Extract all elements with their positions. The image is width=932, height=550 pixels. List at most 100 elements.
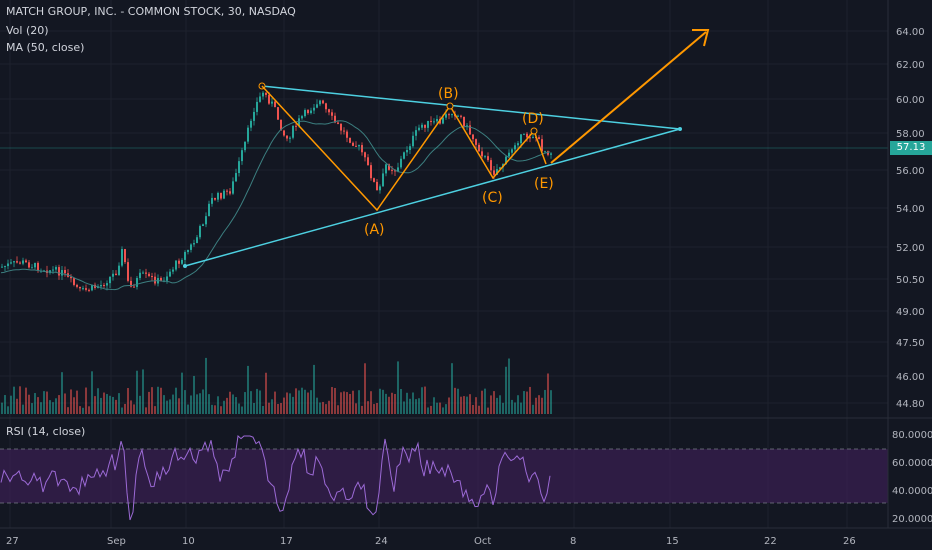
volume-bar bbox=[166, 400, 168, 414]
volume-bar bbox=[199, 393, 201, 414]
candle-body bbox=[85, 288, 87, 290]
candle-body bbox=[466, 125, 468, 127]
rsi-band bbox=[0, 449, 888, 503]
rsi-legend[interactable]: RSI (14, close) bbox=[6, 425, 86, 438]
candle-body bbox=[286, 135, 288, 139]
volume-bar bbox=[442, 407, 444, 414]
candle-body bbox=[190, 244, 192, 250]
volume-bar bbox=[7, 406, 9, 414]
candle-body bbox=[181, 259, 183, 264]
time-tick-label: 24 bbox=[375, 536, 388, 547]
volume-bar bbox=[100, 397, 102, 414]
volume-bar bbox=[136, 370, 138, 414]
rsi-axis[interactable]: 80.0000 60.0000 40.0000 20.0000 bbox=[892, 430, 932, 525]
ma-legend[interactable]: MA (50, close) bbox=[6, 41, 85, 54]
volume-bar bbox=[346, 392, 348, 414]
volume-bar bbox=[82, 407, 84, 414]
candle-body bbox=[295, 125, 297, 127]
triangle-upper-line[interactable] bbox=[261, 85, 681, 130]
trend-handle[interactable] bbox=[183, 264, 187, 268]
wave-point-d[interactable] bbox=[530, 127, 538, 135]
candle-body bbox=[232, 181, 234, 194]
volume-bar bbox=[298, 390, 300, 414]
volume-bar bbox=[463, 396, 465, 414]
candle-body bbox=[361, 145, 363, 153]
volume-bar bbox=[115, 399, 117, 414]
candle-body bbox=[418, 127, 420, 131]
volume-bar bbox=[361, 405, 363, 414]
candle-body bbox=[172, 269, 174, 272]
trend-handle[interactable] bbox=[678, 127, 682, 131]
volume-bar bbox=[190, 395, 192, 414]
volume-bar bbox=[202, 389, 204, 414]
candle-body bbox=[100, 284, 102, 287]
volume-bar bbox=[487, 407, 489, 414]
candle-body bbox=[289, 137, 291, 139]
volume-bar bbox=[493, 391, 495, 414]
candle-body bbox=[175, 260, 177, 270]
candle-body bbox=[280, 119, 282, 131]
volume-bar bbox=[550, 390, 552, 414]
candle-body bbox=[301, 116, 303, 119]
volume-bar bbox=[139, 395, 141, 414]
wave-point-b[interactable] bbox=[446, 102, 454, 110]
candle-body bbox=[283, 130, 285, 136]
price-tick-label: 62.00 bbox=[896, 60, 925, 71]
wave-zigzag[interactable] bbox=[261, 85, 547, 212]
candle-body bbox=[199, 226, 201, 238]
volume-bar bbox=[178, 398, 180, 414]
volume-bar bbox=[511, 399, 513, 414]
triangle-lower-line[interactable] bbox=[184, 128, 681, 267]
candle-body bbox=[541, 139, 543, 152]
volume-bar bbox=[343, 391, 345, 414]
volume-bar bbox=[394, 393, 396, 414]
volume-bar bbox=[103, 392, 105, 414]
wave-label-c: (C) bbox=[482, 190, 503, 206]
candle-body bbox=[505, 156, 507, 165]
candle-body bbox=[274, 101, 276, 108]
candle-body bbox=[121, 249, 123, 266]
projection-arrow[interactable] bbox=[550, 31, 707, 164]
volume-bar bbox=[334, 387, 336, 414]
candle-body bbox=[427, 120, 429, 128]
symbol-title[interactable]: MATCH GROUP, INC. - COMMON STOCK, 30, NA… bbox=[6, 5, 296, 18]
candle-body bbox=[70, 276, 72, 279]
volume-bar bbox=[163, 395, 165, 414]
volume-legend[interactable]: Vol (20) bbox=[6, 24, 49, 37]
volume-bar bbox=[472, 404, 474, 414]
candle-body bbox=[364, 152, 366, 158]
candle-body bbox=[550, 153, 552, 155]
volume-bar bbox=[19, 386, 21, 414]
candle-body bbox=[115, 273, 117, 276]
candle-body bbox=[178, 260, 180, 264]
candle-body bbox=[451, 114, 453, 116]
volume-bar bbox=[271, 399, 273, 414]
candle-body bbox=[352, 142, 354, 146]
arrow-head bbox=[692, 29, 710, 47]
volume-bar bbox=[97, 388, 99, 414]
volume-bar bbox=[73, 397, 75, 414]
candle-body bbox=[373, 178, 375, 182]
candle-body bbox=[310, 110, 312, 114]
volume-bar bbox=[364, 363, 366, 414]
volume-bar bbox=[46, 391, 48, 414]
candle-body bbox=[385, 164, 387, 174]
candle-body bbox=[211, 197, 213, 204]
candle-body bbox=[112, 273, 114, 277]
candle-body bbox=[337, 122, 339, 124]
time-axis[interactable]: 27 Sep 10 17 24 Oct 8 15 22 26 bbox=[6, 536, 856, 547]
volume-bar bbox=[352, 390, 354, 414]
volume-bar bbox=[412, 392, 414, 414]
volume-bar bbox=[400, 389, 402, 414]
candle-body bbox=[496, 169, 498, 175]
rsi-tick-label: 20.0000 bbox=[892, 514, 932, 525]
volume-bar bbox=[265, 372, 267, 414]
candle-body bbox=[382, 173, 384, 187]
candle-body bbox=[334, 115, 336, 123]
candle-body bbox=[208, 203, 210, 217]
volume-bar bbox=[235, 397, 237, 414]
candle-body bbox=[22, 260, 24, 264]
candle-body bbox=[166, 276, 168, 281]
price-axis[interactable]: 64.00 62.00 60.00 58.00 56.00 54.00 52.00 50.50… bbox=[896, 27, 925, 410]
